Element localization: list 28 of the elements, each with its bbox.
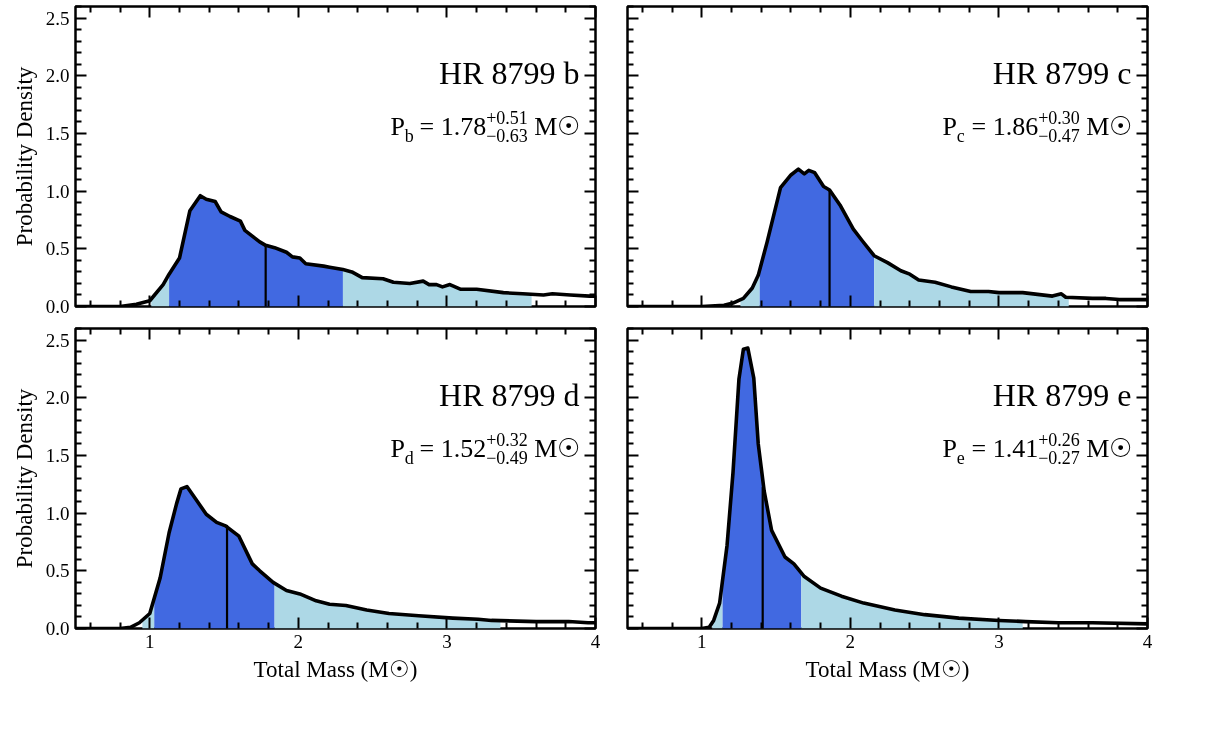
annotation: HR 8799 b: [439, 54, 580, 91]
y-tick-label: 2.5: [45, 7, 70, 29]
y-tick-label: 1.0: [45, 502, 70, 524]
y-axis-title: Probability Density: [11, 388, 37, 569]
annotation: HR 8799 d: [439, 376, 580, 413]
y-tick-label: 2.0: [45, 65, 70, 87]
y-tick-label: 1.5: [45, 444, 70, 466]
annotation: HR 8799 c: [992, 54, 1132, 91]
y-tick-label: 1.0: [45, 180, 70, 202]
x-tick-label: 4: [1142, 630, 1153, 652]
x-tick-label: 1: [145, 630, 155, 652]
y-tick-label: 2.0: [45, 387, 70, 409]
y-tick-label: 2.5: [45, 329, 70, 351]
y-tick-label: 0.5: [45, 560, 70, 582]
x-tick-label: 3: [994, 630, 1004, 652]
y-tick-label: 0.0: [45, 618, 70, 639]
x-tick-label: 3: [442, 630, 452, 652]
y-tick-label: 0.5: [45, 238, 70, 260]
x-axis-title: Total Mass (M☉): [253, 656, 418, 682]
y-tick-label: 0.0: [45, 296, 70, 317]
x-tick-label: 1: [697, 630, 707, 652]
x-tick-label: 4: [590, 630, 601, 652]
y-axis-title: Probability Density: [11, 66, 37, 247]
x-axis-title: Total Mass (M☉): [805, 656, 970, 682]
annotation: HR 8799 e: [992, 376, 1132, 413]
y-tick-label: 1.5: [45, 122, 70, 144]
x-tick-label: 2: [293, 630, 304, 652]
x-tick-label: 2: [845, 630, 856, 652]
